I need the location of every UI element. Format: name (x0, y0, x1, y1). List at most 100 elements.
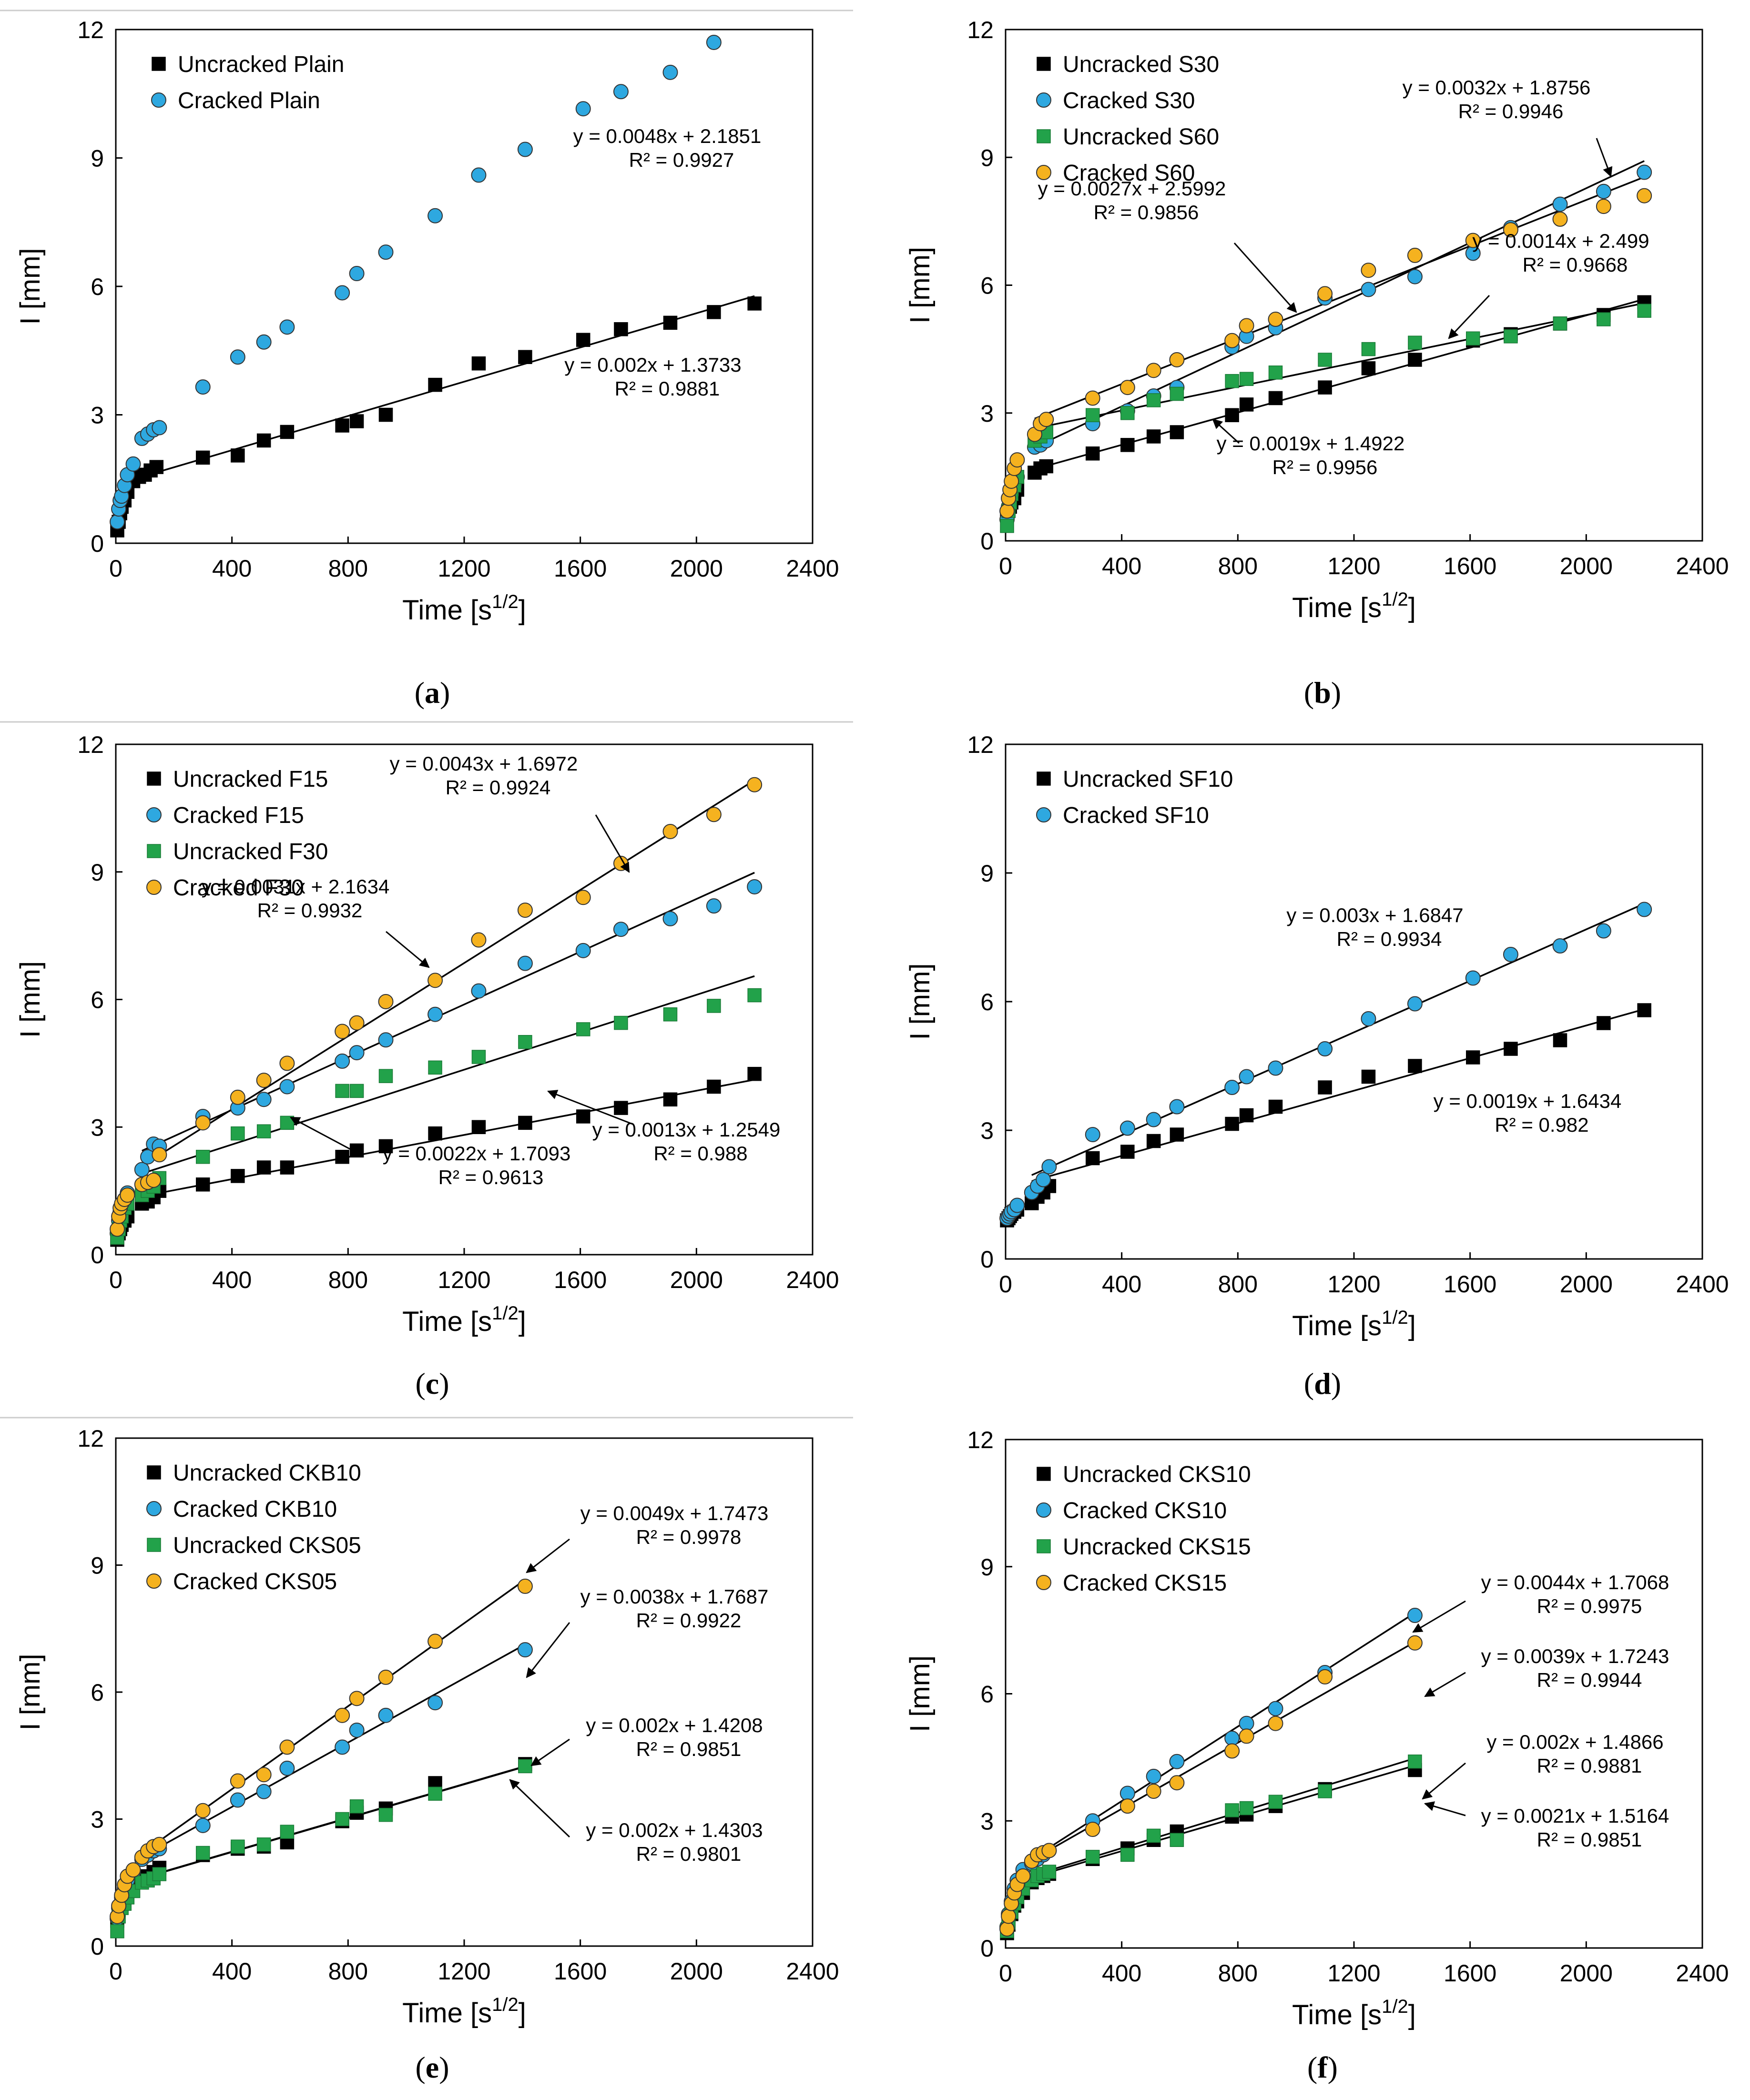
x-tick-label: 800 (1218, 553, 1258, 579)
y-tick-label: 12 (967, 1427, 994, 1453)
caption-letter: e (426, 2050, 439, 2084)
data-point-circle (1268, 1060, 1283, 1076)
fit-equation-label: y = 0.0019x + 1.6434 (1434, 1090, 1622, 1112)
x-tick-label: 800 (1218, 1271, 1258, 1298)
caption-paren-close: ) (1331, 676, 1341, 710)
caption-paren-open: ( (1304, 676, 1314, 710)
data-point-circle (378, 1032, 394, 1048)
data-point-circle (1041, 1159, 1057, 1175)
data-point-square (335, 418, 349, 433)
data-point-square (471, 1120, 486, 1134)
annotation-arrow (1233, 242, 1297, 313)
caption-paren-close: ) (439, 1367, 449, 1400)
fit-r2-label: R² = 0.9613 (438, 1166, 544, 1188)
caption-paren-open: ( (1307, 2050, 1317, 2084)
caption-letter: f (1317, 2050, 1328, 2084)
y-tick-label: 12 (967, 17, 994, 43)
legend-marker-circle (1036, 1575, 1051, 1590)
data-point-circle (1036, 1172, 1051, 1187)
data-point-circle (1407, 996, 1423, 1012)
data-point-circle (1637, 902, 1652, 917)
chart-panel-e: 0 400 800 1200 1600 2000 2400 0 3 6 9 12 Time [s1/2]… (15, 1425, 839, 2084)
legend-label: Cracked CKS10 (1063, 1498, 1227, 1523)
data-point-square (1318, 1080, 1332, 1095)
chart-panel-f: 0 400 800 1200 1600 2000 2400 0 3 6 9 12 Time [s1/2]… (905, 1427, 1729, 2084)
legend-marker-circle (146, 1501, 162, 1516)
y-tick-label: 6 (980, 1681, 994, 1708)
data-point-circle (1146, 1784, 1161, 1799)
data-point-circle (613, 922, 629, 937)
data-point-circle (427, 973, 443, 988)
data-point-square (1268, 1099, 1283, 1114)
data-point-circle (1552, 938, 1568, 954)
y-tick-label: 6 (980, 273, 994, 299)
data-point-square (231, 1169, 245, 1183)
fit-r2-label: R² = 0.9924 (446, 776, 551, 799)
data-point-square (280, 1160, 295, 1175)
data-point-circle (335, 1024, 350, 1039)
x-tick-label: 2400 (786, 1958, 839, 1985)
data-point-circle (349, 1691, 365, 1706)
fit-equation-label: y = 0.0013x + 1.2549 (592, 1118, 781, 1141)
y-axis-label: I [mm] (905, 963, 936, 1040)
trendline-uncracked-s30 (1034, 298, 1645, 470)
fit-equation-label: y = 0.003x + 1.6847 (1286, 904, 1463, 926)
legend-marker-circle (146, 880, 162, 895)
fit-r2-label: R² = 0.9932 (257, 899, 363, 922)
fit-equation-label: y = 0.0019x + 1.4922 (1217, 432, 1405, 455)
data-point-square (1504, 329, 1518, 344)
caption-paren-open: ( (415, 1367, 425, 1400)
data-point-square (1361, 1069, 1376, 1084)
fit-r2-label: R² = 0.9851 (1537, 1828, 1642, 1851)
legend-label: Uncracked S60 (1063, 124, 1219, 150)
data-point-square (1318, 1784, 1332, 1798)
fit-equation-label: y = 0.0043x + 1.6972 (390, 752, 578, 775)
data-point-circle (195, 1817, 211, 1833)
legend-marker-square (1037, 1539, 1051, 1553)
annotation-arrow (1212, 418, 1240, 444)
data-point-square (1225, 1116, 1239, 1131)
x-axis-label-end: ] (1408, 592, 1416, 623)
data-point-square (1086, 1151, 1100, 1166)
y-tick-label: 6 (91, 987, 104, 1014)
legend-label: Uncracked SF10 (1063, 767, 1233, 792)
data-point-circle (335, 1053, 350, 1069)
panel-caption: (e) (415, 2050, 449, 2084)
data-point-circle (1637, 164, 1652, 180)
data-point-circle (1268, 312, 1283, 327)
x-axis-label: Time [s1/2] (402, 1994, 526, 2029)
legend-marker-circle (1036, 1502, 1051, 1518)
data-point-square (110, 1924, 124, 1938)
data-point-square (196, 1149, 210, 1164)
legend-label: Uncracked CKB10 (173, 1461, 361, 1486)
data-point-circle (747, 879, 763, 894)
data-point-circle (1224, 1730, 1240, 1746)
data-point-square (1086, 1850, 1100, 1864)
trendline-cracked-s30 (1034, 160, 1645, 448)
data-point-square (1239, 1801, 1254, 1816)
y-tick-label: 3 (980, 1117, 994, 1144)
data-point-square (663, 1092, 678, 1106)
data-point-circle (471, 932, 487, 948)
y-tick-label: 0 (980, 1935, 994, 1962)
x-axis-label-end: ] (1408, 1310, 1416, 1341)
x-axis-label-end: ] (519, 1998, 526, 2029)
fit-equation-label: y = 0.0049x + 1.7473 (580, 1502, 769, 1524)
data-point-circle (706, 898, 722, 914)
x-axis-label-end: ] (1408, 1999, 1416, 2030)
x-axis-label-sup: 1/2 (1382, 589, 1408, 610)
x-tick-label: 400 (212, 555, 252, 582)
x-tick-label: 1600 (554, 1267, 607, 1293)
fit-r2-label: R² = 0.9927 (629, 149, 734, 171)
legend-marker-circle (1036, 92, 1051, 108)
data-point-circle (575, 943, 591, 958)
caption-paren-open: ( (415, 676, 425, 710)
x-tick-label: 1200 (1327, 553, 1380, 579)
data-point-circle (1085, 1822, 1100, 1837)
data-point-circle (662, 911, 678, 926)
data-point-square (1239, 397, 1254, 412)
annotation-arrow (1412, 1600, 1466, 1633)
data-point-square (378, 1139, 393, 1154)
data-point-square (1637, 304, 1651, 318)
data-point-square (196, 1846, 210, 1860)
